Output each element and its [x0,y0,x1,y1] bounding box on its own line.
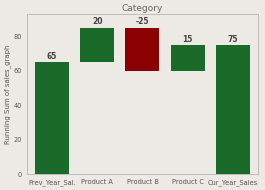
Title: Category: Category [122,4,163,13]
Text: 20: 20 [92,17,103,26]
Bar [126,28,160,71]
Bar [216,45,250,174]
Text: 75: 75 [228,35,238,44]
Text: 65: 65 [47,52,57,61]
Y-axis label: Running Sum of sales_graph: Running Sum of sales_graph [4,44,11,144]
Text: -25: -25 [136,17,149,26]
Bar [35,62,69,174]
Text: 15: 15 [183,35,193,44]
Bar [171,45,205,71]
Bar [80,28,114,62]
